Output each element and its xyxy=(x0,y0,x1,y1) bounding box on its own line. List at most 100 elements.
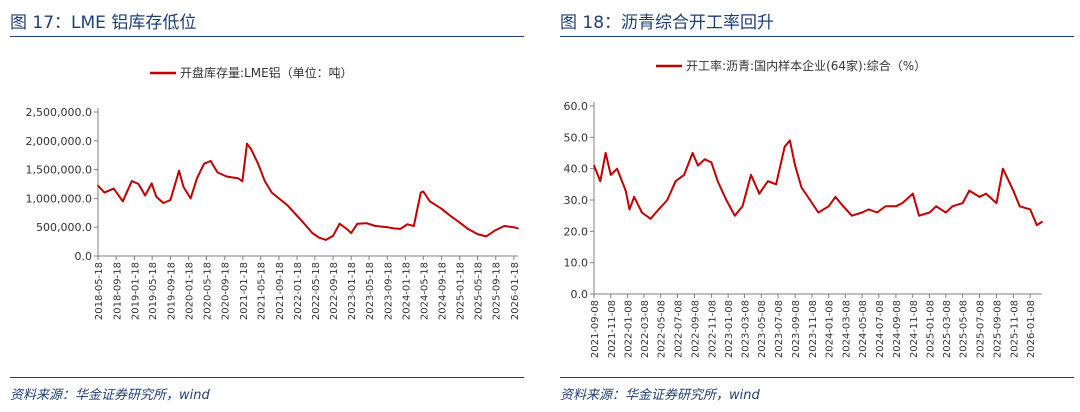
series-point xyxy=(968,190,970,192)
x-tick-label: 2022-07-08 xyxy=(673,300,684,358)
x-tick-label: 2023-07-08 xyxy=(774,300,785,358)
series-point xyxy=(692,152,694,154)
series-point xyxy=(332,235,334,237)
y-tick-label: 60.0 xyxy=(564,100,589,113)
series-point xyxy=(742,205,744,207)
series-point xyxy=(952,205,954,207)
x-tick-label: 2019-09-18 xyxy=(166,262,177,320)
series-point xyxy=(885,205,887,207)
series-point xyxy=(1019,205,1021,207)
series-point xyxy=(113,188,115,190)
x-tick-label: 2022-09-08 xyxy=(691,300,702,358)
series-point xyxy=(828,205,830,207)
series-point xyxy=(945,212,947,214)
series-point xyxy=(345,228,347,230)
series-point xyxy=(242,180,244,182)
series-point xyxy=(775,183,777,185)
series-point xyxy=(250,149,252,151)
series-point xyxy=(725,199,727,201)
series-point xyxy=(593,165,595,167)
series-point xyxy=(767,180,769,182)
series-point xyxy=(210,160,212,162)
series-point xyxy=(918,215,920,217)
series-point xyxy=(935,205,937,207)
series-point xyxy=(429,200,431,202)
x-tick-label: 2023-01-18 xyxy=(347,262,358,320)
figure-source: 资料来源：华金证券研究所，wind xyxy=(10,384,210,403)
series-point xyxy=(449,215,451,217)
x-tick-label: 2020-09-18 xyxy=(221,262,232,320)
x-tick-label: 2025-01-08 xyxy=(926,300,937,358)
x-tick-label: 2024-09-08 xyxy=(892,300,903,358)
series-point xyxy=(650,218,652,220)
series-point xyxy=(386,226,388,228)
x-tick-label: 2025-09-18 xyxy=(492,262,503,320)
series-point xyxy=(683,174,685,176)
series-point xyxy=(734,215,736,217)
x-tick-label: 2024-03-08 xyxy=(841,300,852,358)
y-tick-label: 20.0 xyxy=(564,225,589,238)
x-tick-label: 2024-11-08 xyxy=(909,300,920,358)
series-point xyxy=(794,165,796,167)
x-tick-label: 2022-09-18 xyxy=(329,262,340,320)
y-tick-label: 30.0 xyxy=(564,194,589,207)
y-tick-label: 0.0 xyxy=(571,288,589,301)
y-tick-label: 2,000,000.0 xyxy=(26,135,92,148)
series-point xyxy=(912,193,914,195)
x-tick-label: 2023-03-08 xyxy=(740,300,751,358)
series-point xyxy=(658,209,660,211)
series-point xyxy=(144,195,146,197)
series-point xyxy=(97,185,99,187)
series-point xyxy=(1012,190,1014,192)
series-line xyxy=(98,144,518,240)
series-point xyxy=(616,168,618,170)
x-tick-label: 2020-05-18 xyxy=(202,262,213,320)
series-point xyxy=(350,232,352,234)
chart-panel-left: 图 17：LME 铝库存低位 开盘库存量:LME铝（单位：吨） 0.0 500,00… xyxy=(0,0,530,412)
series-point xyxy=(296,215,298,217)
x-tick-label: 2023-09-08 xyxy=(791,300,802,358)
x-tick-label: 2023-01-08 xyxy=(724,300,735,358)
series-point xyxy=(393,228,395,230)
x-tick-label: 2021-05-18 xyxy=(257,262,268,320)
series-point xyxy=(599,180,601,182)
series-point xyxy=(517,228,519,230)
legend-label: 开工率:沥青:国内样本企业(64家):综合（%） xyxy=(686,58,926,73)
series-point xyxy=(339,223,341,225)
x-tick-label: 2023-05-08 xyxy=(757,300,768,358)
y-tick-label: 1,000,000.0 xyxy=(26,192,92,205)
series-point xyxy=(868,209,870,211)
series-point xyxy=(929,212,931,214)
series-point xyxy=(407,223,409,225)
y-tick-label: 500,000.0 xyxy=(36,221,92,234)
y-tick-label: 10.0 xyxy=(564,257,589,270)
series-point xyxy=(183,186,185,188)
series-point xyxy=(155,196,157,198)
series-point xyxy=(711,162,713,164)
x-tick-label: 2021-01-18 xyxy=(239,262,250,320)
series-point xyxy=(876,212,878,214)
series-point xyxy=(1041,221,1043,223)
x-tick-label: 2025-07-08 xyxy=(975,300,986,358)
series-point xyxy=(287,204,289,206)
x-tick-label: 2025-11-08 xyxy=(1009,300,1020,358)
series-point xyxy=(633,196,635,198)
series-point xyxy=(675,180,677,182)
x-tick-label: 2024-01-18 xyxy=(401,262,412,320)
series-point xyxy=(257,163,259,165)
chart-panel-right: 图 18：沥青综合开工率回升 开工率:沥青:国内样本企业(64家):综合（%） 0… xyxy=(550,0,1080,412)
series-point xyxy=(513,226,515,228)
x-tick-label: 2025-03-08 xyxy=(942,300,953,358)
series-point xyxy=(996,202,998,204)
x-tick-label: 2023-09-18 xyxy=(383,262,394,320)
series-point xyxy=(704,158,706,160)
legend-label: 开盘库存量:LME铝（单位：吨） xyxy=(180,65,353,80)
x-tick-label: 2022-05-08 xyxy=(657,300,668,358)
series-point xyxy=(217,172,219,174)
series-point xyxy=(104,192,106,194)
x-tick-label: 2022-05-18 xyxy=(311,262,322,320)
series-point xyxy=(717,180,719,182)
series-point xyxy=(422,191,424,193)
series-point xyxy=(271,192,273,194)
x-tick-label: 2020-01-18 xyxy=(185,262,196,320)
